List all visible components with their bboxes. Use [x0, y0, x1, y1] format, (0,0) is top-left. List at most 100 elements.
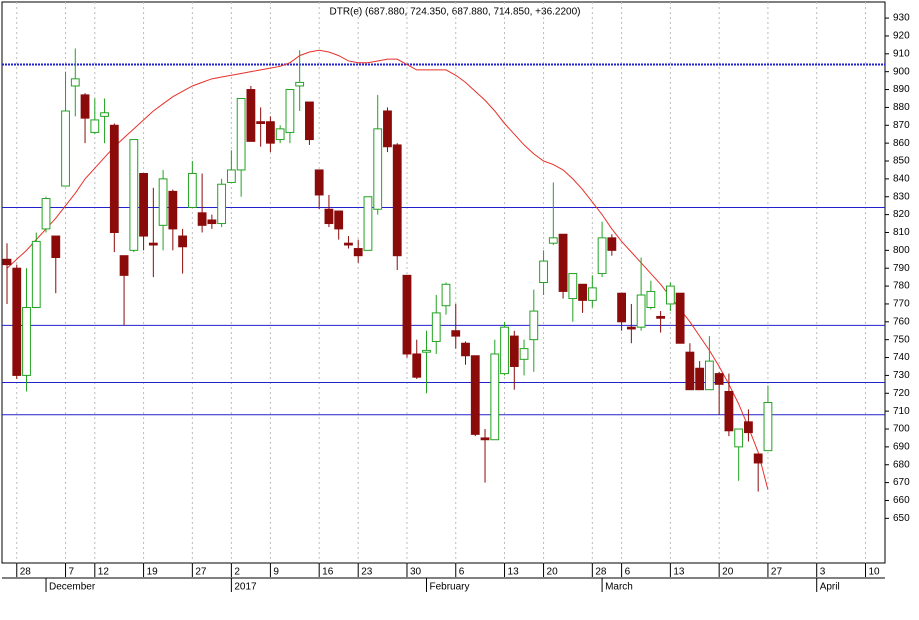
plot-frame [1, 1, 886, 564]
candle-body [2, 258, 12, 266]
candle-body [344, 242, 353, 246]
month-label: 2017 [234, 582, 257, 593]
x-tick-label: 6 [625, 567, 631, 578]
candle-body [714, 373, 724, 385]
x-tick-label: 9 [273, 567, 279, 578]
candle-body [178, 235, 188, 248]
y-tick-label: 670 [893, 477, 910, 488]
candle-body [324, 208, 334, 225]
y-tick-label: 660 [893, 495, 910, 506]
candle-body [734, 428, 744, 448]
candle-body [168, 190, 178, 230]
candle-body [392, 144, 402, 257]
candle-body [295, 81, 305, 87]
candle-body [22, 307, 31, 376]
y-tick-label: 650 [893, 513, 910, 524]
x-tick-label: 28 [20, 567, 32, 578]
y-tick-label: 840 [893, 174, 910, 185]
candle-body [402, 274, 412, 355]
candle-body [656, 315, 666, 319]
x-tick-label: 20 [722, 567, 734, 578]
candle-body [539, 260, 548, 284]
candle-body [61, 110, 70, 187]
candle-body [373, 128, 383, 210]
candle-body [31, 240, 41, 309]
candle-body [695, 367, 705, 391]
candle-body [587, 287, 597, 301]
candle-body [109, 124, 119, 233]
candle-body [685, 351, 695, 391]
candle-body [431, 312, 441, 342]
candle-body [461, 342, 470, 357]
candle-body [763, 401, 773, 452]
candle-body [187, 173, 197, 208]
candle-body [753, 453, 763, 464]
candle-body [548, 237, 558, 244]
candle-body [422, 349, 431, 353]
y-tick-label: 860 [893, 138, 910, 149]
y-tick-label: 800 [893, 245, 910, 256]
candle-body [509, 335, 519, 367]
y-tick-label: 770 [893, 299, 910, 310]
candle-body [236, 97, 246, 171]
y-tick-label: 690 [893, 442, 910, 453]
candle-body [617, 292, 627, 323]
candle-body [383, 110, 392, 148]
y-tick-label: 930 [893, 13, 910, 24]
y-tick-label: 870 [893, 120, 910, 131]
candle-body [139, 173, 148, 237]
chart-title: DTR(e) (687.880, 724.350, 687.880, 714.8… [329, 7, 580, 18]
x-tick-label: 23 [361, 567, 373, 578]
candle-body [607, 237, 617, 251]
candle-body [41, 198, 51, 230]
candle-body [314, 169, 324, 196]
candle-body [704, 360, 714, 391]
candle-body [197, 212, 207, 226]
x-tick-label: 12 [98, 567, 110, 578]
x-tick-label: 10 [868, 567, 880, 578]
y-tick-label: 740 [893, 352, 910, 363]
candle-body [578, 283, 587, 301]
candle-body [636, 294, 646, 328]
y-tick-label: 820 [893, 209, 910, 220]
candle-body [470, 355, 480, 435]
y-tick-label: 760 [893, 316, 910, 327]
candle-body [148, 242, 158, 246]
x-tick-label: 6 [459, 567, 465, 578]
candle-body [451, 330, 461, 337]
candle-body [490, 353, 500, 441]
x-tick-label: 13 [673, 567, 685, 578]
y-tick-label: 900 [893, 66, 910, 77]
y-tick-label: 710 [893, 406, 910, 417]
x-tick-label: 16 [322, 567, 334, 578]
candle-body [226, 169, 236, 183]
x-tick-label: 7 [69, 567, 75, 578]
candle-body [480, 437, 490, 441]
candle-body [100, 112, 109, 117]
candle-body [119, 255, 129, 276]
x-tick-label: 19 [147, 567, 159, 578]
month-label: March [605, 582, 633, 593]
candle-body [51, 235, 61, 258]
candle-body [158, 178, 168, 226]
candle-body [285, 89, 295, 133]
x-tick-label: 27 [771, 567, 783, 578]
candle-body [246, 89, 256, 142]
candle-body [724, 390, 734, 432]
x-tick-label: 20 [547, 567, 559, 578]
x-tick-label: 27 [195, 567, 207, 578]
x-tick-label: 3 [820, 567, 826, 578]
candle-body [80, 94, 90, 119]
candle-body [12, 267, 22, 376]
y-tick-label: 830 [893, 191, 910, 202]
candle-body [90, 119, 100, 133]
candle-body [675, 292, 685, 344]
month-label: February [429, 582, 469, 593]
y-tick-label: 780 [893, 281, 910, 292]
y-tick-label: 790 [893, 263, 910, 274]
month-label: December [49, 582, 96, 593]
candle-body [129, 139, 139, 251]
candle-body [265, 121, 275, 144]
candle-body [353, 248, 363, 257]
